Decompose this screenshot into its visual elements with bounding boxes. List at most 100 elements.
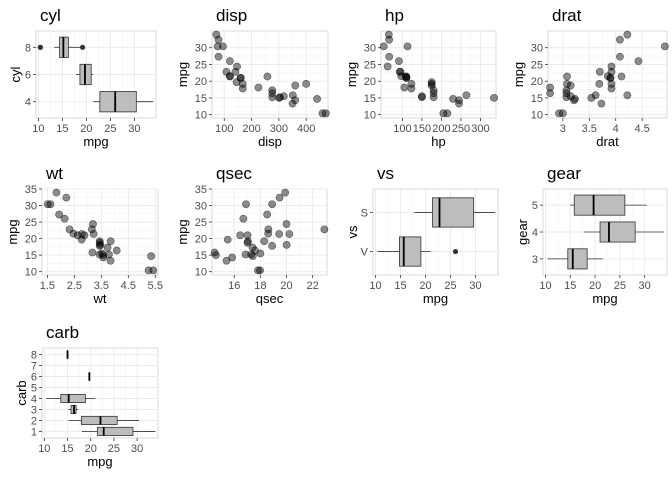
y-tick-label: 30 (364, 43, 376, 55)
data-point (616, 35, 624, 44)
x-tick-label: 100 (393, 123, 411, 135)
x-tick-label: 4 (613, 123, 619, 135)
data-point (144, 266, 153, 275)
y-axis-label: mpg (344, 62, 359, 87)
data-point (228, 253, 237, 262)
x-tick-label: 250 (452, 123, 470, 135)
data-point (213, 42, 222, 51)
y-tick-label: 10 (195, 110, 207, 122)
x-tick-label: 400 (297, 123, 315, 135)
x-tick-label: 150 (413, 123, 431, 135)
data-point (279, 92, 288, 101)
box-3 (547, 248, 603, 270)
data-point (268, 89, 277, 98)
x-axis-label: drat (596, 134, 619, 149)
y-tick-label: 8 (25, 42, 31, 54)
y-tick-label: 6 (25, 70, 31, 82)
x-tick-label: 300 (270, 123, 288, 135)
x-tick-label: 3.5 (582, 123, 597, 135)
data-point (385, 35, 394, 44)
y-tick-label: 6 (31, 372, 37, 384)
data-point (46, 200, 55, 209)
x-tick-label: 300 (471, 123, 489, 135)
x-tick-label: 30 (469, 280, 481, 292)
y-tick-label: 8 (31, 350, 37, 362)
panel-wt: 1.5 2.5 3.5 4.5 5.5 10 15 20 25 30 35 wt wt mpg (5, 164, 163, 306)
data-point (69, 229, 78, 238)
y-tick-label: 15 (364, 93, 376, 105)
data-point (595, 79, 604, 88)
data-point (149, 266, 158, 275)
x-tick-label: 3 (560, 123, 566, 135)
data-point (243, 231, 252, 240)
data-point (268, 86, 277, 95)
data-point (212, 251, 220, 260)
x-tick-label: 20 (419, 280, 431, 292)
y-tick-label: 20 (531, 76, 543, 88)
y-tick-label: 10 (195, 267, 207, 279)
y-axis-label: mpg (175, 62, 190, 87)
x-tick-label: 10 (369, 280, 381, 292)
x-axis-label: mpg (423, 291, 448, 306)
box-V (377, 236, 459, 267)
data-point (562, 89, 571, 98)
data-point (88, 248, 97, 257)
box-iqr (81, 415, 118, 425)
y-tick-label: 2 (31, 415, 37, 427)
y-tick-label: 4 (25, 97, 31, 109)
y-tick-label: 30 (25, 201, 37, 213)
data-point (232, 78, 241, 87)
data-point (239, 214, 248, 223)
y-axis-label: vs (345, 225, 360, 239)
chart-title: vs (377, 164, 394, 183)
y-axis-label: mpg (175, 219, 190, 244)
x-tick-label: 200 (242, 123, 260, 135)
y-tick-label: 30 (195, 201, 207, 213)
data-point (607, 67, 616, 76)
data-point (606, 73, 615, 82)
box-8 (37, 36, 86, 58)
data-point (546, 83, 555, 92)
data-point (96, 240, 105, 249)
data-point (395, 57, 403, 66)
chart-title: wt (45, 164, 63, 183)
x-axis-label: qsec (256, 291, 284, 306)
data-point (268, 241, 277, 250)
x-axis-label: disp (258, 134, 282, 149)
box-6 (75, 63, 94, 86)
y-tick-label: 10 (25, 267, 37, 279)
data-point (276, 93, 284, 102)
x-tick-label: 100 (215, 123, 233, 135)
data-point (78, 230, 86, 238)
y-tick-label: 5 (31, 383, 37, 395)
data-point (490, 94, 498, 102)
data-point (418, 93, 426, 102)
x-tick-label: 1.5 (40, 280, 55, 292)
x-tick-label: 15 (564, 280, 576, 292)
x-tick-label: 4.5 (121, 280, 136, 292)
data-point (634, 57, 643, 66)
x-tick-label: 20 (589, 280, 601, 292)
data-point (256, 266, 264, 275)
data-point (455, 99, 463, 108)
data-point (147, 252, 156, 261)
x-tick-label: 18 (254, 280, 266, 292)
x-tick-label: 25 (444, 280, 456, 292)
data-point (449, 95, 458, 103)
data-point (587, 94, 596, 102)
panel-qsec: 16 18 20 22 10 15 20 25 30 35 qsec qsec mpg (175, 164, 329, 306)
data-point (89, 220, 97, 228)
data-point (238, 84, 247, 93)
x-tick-label: 10 (32, 123, 44, 135)
data-point (60, 214, 69, 223)
data-point (105, 250, 113, 259)
x-tick-label: 20 (80, 123, 92, 135)
data-point (402, 72, 411, 81)
chart-title: gear (547, 164, 581, 183)
data-point (566, 81, 575, 90)
data-point (591, 91, 600, 100)
data-point (80, 231, 89, 240)
data-point (260, 237, 269, 246)
data-point (427, 79, 436, 88)
